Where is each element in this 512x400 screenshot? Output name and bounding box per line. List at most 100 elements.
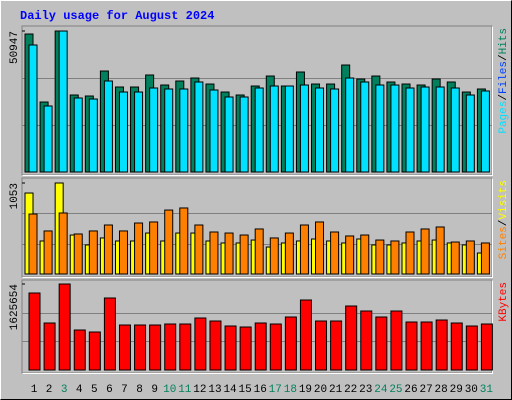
- x-tick-label: 30: [465, 384, 478, 396]
- bar: [390, 84, 400, 173]
- bar: [209, 320, 222, 371]
- bar: [134, 222, 144, 275]
- bar: [28, 292, 41, 371]
- bar: [405, 321, 418, 371]
- bar: [299, 299, 312, 371]
- bar: [239, 96, 249, 173]
- bar: [420, 321, 433, 371]
- bar: [405, 231, 415, 275]
- bar: [315, 221, 325, 275]
- x-tick-label: 17: [269, 384, 282, 396]
- bar: [299, 84, 309, 173]
- bar: [269, 323, 282, 371]
- bar: [360, 310, 373, 371]
- x-tick-label: 12: [193, 384, 206, 396]
- bar: [58, 283, 71, 371]
- bar: [390, 240, 400, 275]
- x-tick-label: 18: [284, 384, 297, 396]
- bar: [330, 231, 340, 275]
- x-tick-label: 4: [76, 384, 83, 396]
- x-tick-label: 22: [344, 384, 357, 396]
- legend: Sites/Visits: [498, 180, 510, 259]
- bar: [179, 207, 189, 275]
- x-tick-label: 5: [91, 384, 98, 396]
- bar: [224, 325, 237, 371]
- x-tick-label: 14: [223, 384, 237, 396]
- bar: [405, 87, 415, 173]
- bar: [118, 91, 128, 173]
- legend-entry: Visits: [498, 180, 510, 220]
- bar: [179, 88, 189, 173]
- bar: [480, 90, 490, 173]
- x-tick-label: 6: [106, 384, 113, 396]
- bar: [239, 326, 252, 371]
- bar: [164, 323, 177, 371]
- bar: [73, 97, 83, 173]
- chart-title: Daily usage for August 2024: [20, 9, 214, 23]
- bar: [209, 231, 219, 275]
- bar: [375, 239, 385, 275]
- bar: [375, 316, 388, 371]
- plot-edge: [22, 178, 493, 278]
- bar: [43, 322, 56, 371]
- x-tick-label: 21: [329, 384, 343, 396]
- x-tick-label: 11: [178, 384, 192, 396]
- bar: [420, 86, 430, 173]
- x-tick-label: 28: [435, 384, 448, 396]
- bar: [480, 323, 493, 371]
- bar: [254, 228, 264, 275]
- x-tick-label: 26: [404, 384, 417, 396]
- bar: [149, 324, 162, 371]
- x-tick-label: 20: [314, 384, 327, 396]
- bar: [43, 105, 53, 173]
- bar: [239, 234, 249, 275]
- bar: [254, 322, 267, 371]
- bar: [284, 316, 297, 371]
- bar: [254, 87, 264, 173]
- bar: [43, 230, 53, 275]
- y-tick-label: 1625654: [9, 284, 21, 331]
- bar: [345, 305, 358, 371]
- bar: [375, 84, 385, 173]
- legend-entry: Files: [498, 61, 510, 94]
- x-tick-label: 10: [163, 384, 176, 396]
- y-tick-label: 50947: [9, 31, 21, 64]
- bar: [360, 234, 370, 275]
- bar: [134, 324, 147, 371]
- legend-separator: /: [498, 94, 510, 101]
- bar: [465, 240, 475, 275]
- bar: [73, 233, 83, 275]
- bar: [390, 310, 403, 371]
- y-tick-label: 1053: [9, 183, 21, 209]
- bar: [103, 80, 113, 173]
- bar: [224, 96, 234, 173]
- x-tick-label: 15: [239, 384, 252, 396]
- bar: [118, 230, 128, 275]
- bar: [450, 87, 460, 173]
- bar: [164, 209, 174, 275]
- bar: [88, 331, 101, 371]
- x-tick-label: 13: [208, 384, 221, 396]
- bar: [284, 232, 294, 275]
- x-tick-label: 23: [359, 384, 372, 396]
- bar: [164, 88, 174, 173]
- x-tick-label: 16: [254, 384, 267, 396]
- legend-entry: Pages: [498, 101, 510, 134]
- bar: [28, 44, 38, 173]
- bar: [103, 297, 116, 371]
- bar: [179, 323, 192, 371]
- bar: [450, 241, 460, 275]
- legend-entry: Sites: [498, 226, 510, 259]
- legend-entry: KBytes: [498, 282, 510, 322]
- bar: [465, 325, 478, 371]
- bar: [315, 320, 328, 371]
- legend-separator: /: [498, 220, 510, 227]
- bar: [28, 213, 38, 275]
- bar: [118, 324, 131, 371]
- legend-entry: Hits: [498, 28, 510, 54]
- plot-edge: [22, 26, 493, 176]
- bar: [194, 81, 204, 173]
- legend: KBytes: [498, 282, 510, 322]
